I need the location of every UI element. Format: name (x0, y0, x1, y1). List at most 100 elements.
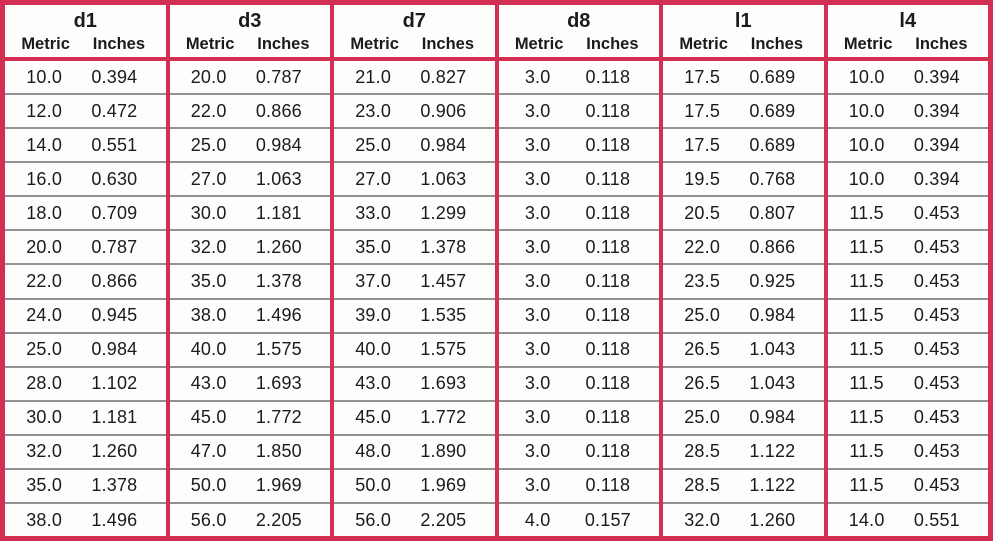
metric-value: 3.0 (524, 134, 551, 155)
table-row: 3.0 0.118 (498, 365, 659, 400)
metric-value: 3.0 (524, 339, 551, 360)
table-row: 11.5 0.453 (827, 331, 988, 366)
table-row: 10.0 0.394 (827, 161, 988, 195)
metric-value: 3.0 (524, 271, 551, 291)
metric-value: 22.0 (190, 100, 227, 121)
column-group-d8: d8 Metric Inches 3.0 0.118 3.0 0.118 3.0… (498, 5, 663, 536)
inches-value: 0.984 (749, 407, 796, 428)
inches-value: 1.043 (749, 373, 796, 394)
inches-value: 0.118 (585, 168, 631, 189)
inches-value: 1.693 (255, 373, 302, 394)
inches-value: 0.453 (913, 236, 960, 257)
metric-column-header: Metric (514, 35, 564, 53)
inches-value: 2.205 (420, 509, 467, 530)
table-row: 11.5 0.453 (827, 399, 988, 434)
metric-value: 28.0 (26, 373, 63, 394)
inches-value: 1.890 (420, 441, 467, 462)
inches-value: 0.689 (749, 100, 796, 121)
table-row: 17.5 0.689 (663, 127, 824, 161)
inches-value: 1.181 (91, 407, 138, 428)
metric-value: 27.0 (190, 168, 227, 189)
metric-value: 27.0 (355, 168, 392, 189)
table-row: 50.0 1.969 (169, 467, 330, 502)
metric-value: 26.5 (684, 373, 721, 394)
inches-value: 0.118 (585, 373, 631, 394)
metric-value: 43.0 (355, 373, 392, 394)
metric-value: 25.0 (684, 407, 721, 428)
inches-value: 1.378 (91, 475, 138, 496)
metric-value: 20.5 (684, 202, 721, 223)
inches-value: 0.984 (255, 134, 302, 155)
table-row: 11.5 0.453 (827, 467, 988, 502)
table-row: 32.0 1.260 (5, 433, 166, 468)
table-row: 26.5 1.043 (663, 331, 824, 366)
column-group-d7: d7 Metric Inches 21.0 0.827 23.0 0.906 2… (334, 5, 499, 536)
inches-value: 1.299 (420, 202, 467, 223)
table-row: 10.0 0.394 (827, 127, 988, 161)
table-row: 11.5 0.453 (827, 365, 988, 400)
table-row: 25.0 0.984 (663, 399, 824, 434)
metric-column-header: Metric (21, 35, 70, 53)
metric-value: 11.5 (849, 475, 884, 496)
metric-value: 10.0 (848, 168, 885, 189)
metric-value: 40.0 (355, 339, 392, 360)
inches-value: 0.787 (91, 236, 138, 257)
inches-value: 0.453 (913, 407, 960, 428)
table-row: 25.0 0.984 (334, 127, 495, 161)
table-row: 32.0 1.260 (663, 502, 824, 536)
inches-value: 0.118 (585, 407, 631, 428)
table-row: 43.0 1.693 (169, 365, 330, 400)
table-row: 3.0 0.118 (498, 195, 659, 229)
group-header: d1 Metric Inches (5, 5, 166, 61)
metric-column-header: Metric (185, 35, 235, 53)
metric-value: 28.5 (684, 475, 721, 496)
metric-value: 35.0 (190, 271, 227, 291)
metric-value: 3.0 (524, 407, 551, 428)
table-row: 35.0 1.378 (334, 229, 495, 263)
metric-value: 20.0 (26, 236, 63, 257)
inches-value: 0.807 (749, 202, 796, 223)
metric-value: 10.0 (848, 66, 885, 87)
table-row: 12.0 0.472 (5, 93, 166, 127)
metric-value: 10.0 (26, 66, 63, 87)
inches-value: 0.984 (749, 305, 796, 326)
inches-column-header: Inches (421, 35, 475, 53)
metric-value: 17.5 (684, 100, 721, 121)
table-row: 38.0 1.496 (5, 502, 166, 536)
inches-value: 0.689 (749, 134, 796, 155)
inches-value: 1.378 (255, 271, 302, 291)
metric-value: 32.0 (26, 441, 63, 462)
metric-value: 3.0 (524, 441, 551, 462)
metric-value: 21.0 (355, 66, 392, 87)
metric-value: 32.0 (684, 509, 721, 530)
table-row: 37.0 1.457 (334, 263, 495, 297)
inches-value: 0.453 (913, 339, 960, 360)
column-group-l4: l4 Metric Inches 10.0 0.394 10.0 0.394 1… (827, 5, 988, 536)
table-row: 11.5 0.453 (827, 229, 988, 263)
group-header: d3 Metric Inches (169, 5, 330, 61)
inches-value: 0.118 (585, 475, 631, 496)
metric-value: 16.0 (26, 168, 63, 189)
metric-value: 45.0 (355, 407, 392, 428)
table-row: 26.5 1.043 (663, 365, 824, 400)
table-row: 45.0 1.772 (169, 399, 330, 434)
metric-value: 30.0 (190, 202, 227, 223)
table-row: 20.5 0.807 (663, 195, 824, 229)
inches-value: 1.496 (255, 305, 302, 326)
sub-headers: Metric Inches (5, 33, 166, 55)
inches-value: 0.453 (913, 202, 960, 223)
metric-value: 38.0 (190, 305, 227, 326)
inches-value: 0.118 (585, 202, 631, 223)
inches-value: 0.394 (913, 134, 960, 155)
table-row: 3.0 0.118 (498, 127, 659, 161)
inches-value: 0.394 (913, 168, 960, 189)
metric-value: 3.0 (524, 100, 551, 121)
inches-value: 0.984 (420, 134, 467, 155)
table-row: 17.5 0.689 (663, 93, 824, 127)
metric-value: 32.0 (190, 236, 227, 257)
group-rows: 10.0 0.394 12.0 0.472 14.0 0.551 16.0 0.… (5, 61, 166, 536)
metric-value: 38.0 (26, 509, 63, 530)
inches-value: 1.535 (420, 305, 467, 326)
table-row: 25.0 0.984 (169, 127, 330, 161)
inches-value: 0.453 (913, 441, 960, 462)
